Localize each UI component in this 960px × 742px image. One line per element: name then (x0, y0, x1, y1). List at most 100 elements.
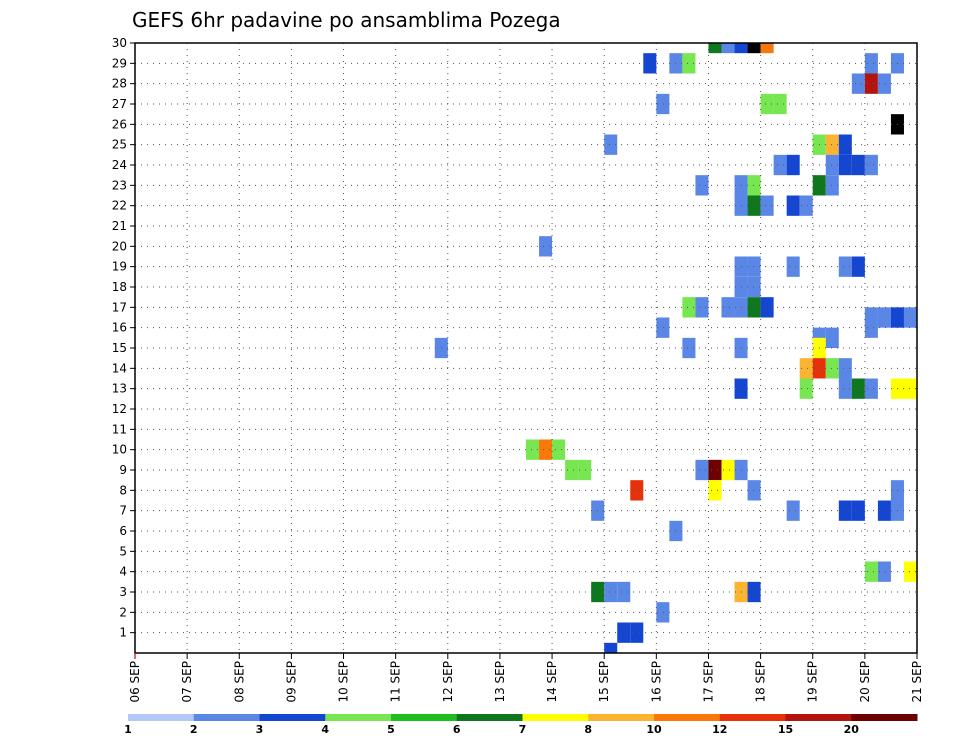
heatmap-cell (799, 358, 813, 379)
heatmap-cell (747, 480, 761, 501)
heatmap-cell (786, 195, 800, 216)
heatmap-cell (838, 378, 852, 399)
colorbar-label: 2 (190, 723, 198, 736)
heatmap-cell (552, 439, 566, 460)
x-tick-label: 19 SEP (806, 661, 820, 703)
colorbar-label: 20 (844, 723, 860, 736)
y-tick-label: 1 (119, 626, 127, 640)
y-tick-label: 24 (112, 158, 127, 172)
x-tick-label: 15 SEP (597, 661, 611, 703)
y-tick-label: 6 (119, 524, 127, 538)
heatmap-cell (786, 154, 800, 176)
heatmap-cell (786, 500, 800, 521)
y-tick-label: 15 (112, 341, 127, 355)
heatmap-cell (630, 480, 644, 501)
y-tick-label: 4 (119, 565, 127, 579)
y-tick-label: 23 (112, 178, 127, 192)
y-tick-label: 18 (112, 280, 127, 294)
colorbar-swatch (719, 714, 786, 721)
heatmap-cell (760, 297, 774, 318)
heatmap-cell (604, 581, 618, 603)
colorbar-swatch (588, 714, 655, 721)
colorbar-label: 5 (387, 723, 395, 736)
heatmap-cell (682, 337, 696, 359)
heatmap-cell (838, 358, 852, 379)
heatmap-cell (773, 154, 787, 176)
x-axis: 06 SEP 07 SEP 08 SEP 09 SEP 10 SEP 11 SEP 12 S… (128, 653, 924, 703)
colorbar-label: 3 (256, 723, 264, 736)
heatmap-cell (838, 134, 852, 155)
colorbar-legend: 1 2 3 4 5 6 7 8 10 12 15 20 (124, 714, 918, 736)
heatmap-cell (526, 439, 540, 460)
y-tick-label: 5 (119, 544, 127, 558)
heatmap-cell (721, 459, 735, 481)
y-tick-label: 21 (112, 219, 127, 233)
heatmap-cell (825, 327, 839, 348)
heatmap-cell (838, 256, 852, 277)
heatmap-cell (825, 154, 839, 176)
heatmap-cell (864, 73, 878, 94)
heatmap-cell (799, 378, 813, 399)
heatmap-cell (747, 256, 761, 277)
heatmap-cell (799, 195, 813, 216)
heatmap-cell (877, 500, 891, 521)
colorbar-label: 8 (584, 723, 592, 736)
heatmap-cell (617, 622, 631, 643)
heatmap-cell (747, 43, 761, 54)
y-tick-label: 29 (112, 56, 127, 70)
heatmap-cell (851, 154, 865, 176)
x-tick-label: 20 SEP (858, 661, 872, 703)
heatmap-cell (656, 602, 670, 623)
heatmap-cell (708, 459, 722, 481)
colorbar-swatch (851, 714, 918, 721)
heatmap-cell (682, 53, 696, 74)
colorbar-swatch (522, 714, 589, 721)
heatmap-cell (851, 500, 865, 521)
heatmap-cell (890, 307, 904, 328)
x-tick-label: 13 SEP (493, 661, 507, 703)
x-tick-label: 06 SEP (128, 661, 142, 703)
heatmap-cell (851, 378, 865, 399)
heatmap-cell (617, 581, 631, 603)
heatmap-cell (747, 276, 761, 298)
heatmap-cell (864, 154, 878, 176)
colorbar-label: 7 (519, 723, 527, 736)
x-tick-label: 21 SEP (910, 661, 924, 703)
y-tick-label: 28 (112, 77, 127, 91)
colorbar-label: 6 (453, 723, 461, 736)
heatmap-cell (695, 175, 709, 196)
y-tick-label: 30 (112, 36, 127, 50)
colorbar-swatch (259, 714, 326, 721)
heatmap-cell (864, 317, 878, 338)
heatmap-cell (825, 175, 839, 196)
chart-title: GEFS 6hr padavine po ansamblima Pozega (132, 8, 561, 32)
x-tick-label: 09 SEP (284, 661, 298, 703)
colorbar-swatch (193, 714, 260, 721)
colorbar-swatch (456, 714, 523, 721)
heatmap-cell (786, 256, 800, 277)
x-tick-label: 08 SEP (232, 661, 246, 703)
heatmap-cell (877, 307, 891, 328)
heatmap-cell (656, 317, 670, 338)
heatmap-cell (747, 175, 761, 196)
y-tick-label: 20 (112, 239, 127, 253)
heatmap-cell (708, 43, 722, 54)
heatmap-cell (695, 297, 709, 318)
heatmap-cell (539, 236, 553, 257)
heatmap-cell (747, 581, 761, 603)
colorbar-label: 4 (321, 723, 329, 736)
heatmap-cell (903, 378, 917, 399)
colorbar-label: 12 (712, 723, 727, 736)
y-tick-label: 14 (112, 361, 127, 375)
colorbar-label: 15 (778, 723, 793, 736)
heatmap-cell (747, 297, 761, 318)
heatmap-cell (760, 195, 774, 216)
x-tick-label: 10 SEP (337, 661, 351, 703)
y-tick-label: 26 (112, 117, 127, 131)
heatmap-cell (695, 459, 709, 481)
y-tick-label: 7 (119, 504, 127, 518)
y-tick-label: 2 (119, 605, 127, 619)
heatmap-cell (864, 561, 878, 582)
colorbar-swatch (391, 714, 458, 721)
heatmap-cell (760, 93, 774, 115)
